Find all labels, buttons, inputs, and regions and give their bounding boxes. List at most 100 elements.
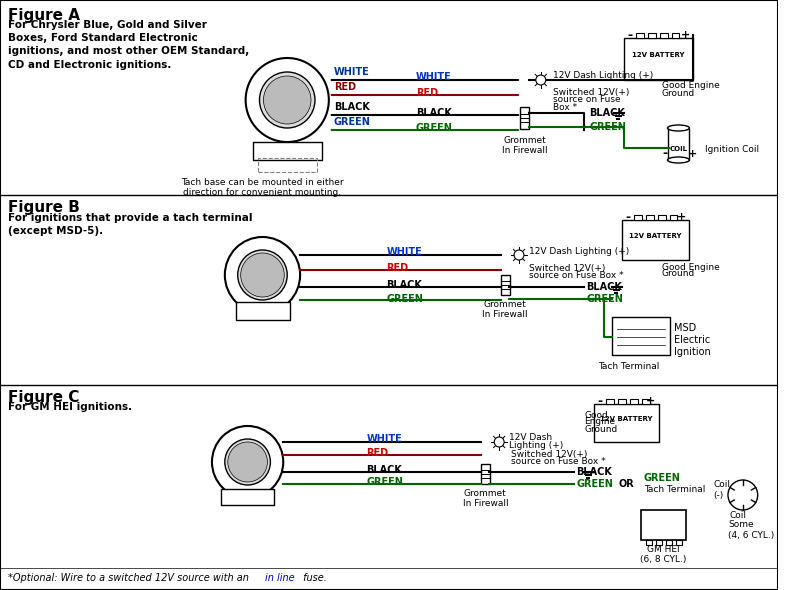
Text: GM HEI
(6, 8 CYL.): GM HEI (6, 8 CYL.) bbox=[641, 545, 687, 565]
Text: Grommet
In Firewall: Grommet In Firewall bbox=[482, 300, 528, 319]
Text: Ground: Ground bbox=[584, 424, 618, 434]
Text: +: + bbox=[688, 149, 697, 159]
Text: Good Engine: Good Engine bbox=[662, 81, 719, 90]
Bar bbox=[666, 540, 672, 545]
Text: 12V BATTERY: 12V BATTERY bbox=[630, 233, 682, 239]
Bar bbox=[676, 540, 682, 545]
Circle shape bbox=[225, 439, 270, 485]
Text: Coil
(-): Coil (-) bbox=[713, 480, 730, 500]
Bar bbox=[253, 142, 322, 160]
Text: GREEN: GREEN bbox=[334, 117, 371, 127]
Text: RED: RED bbox=[367, 448, 389, 458]
Text: -: - bbox=[626, 211, 630, 224]
Text: WHITE: WHITE bbox=[386, 247, 422, 257]
Circle shape bbox=[728, 480, 758, 510]
Circle shape bbox=[246, 58, 329, 142]
Text: -: - bbox=[627, 28, 633, 41]
Bar bbox=[481, 464, 490, 484]
Text: For GM HEI ignitions.: For GM HEI ignitions. bbox=[8, 402, 132, 412]
Text: GREEN: GREEN bbox=[586, 294, 623, 304]
Circle shape bbox=[495, 437, 504, 447]
Text: MSD
Electric
Ignition: MSD Electric Ignition bbox=[674, 323, 710, 356]
Bar bbox=[221, 489, 274, 505]
Text: -: - bbox=[597, 395, 603, 408]
Text: Good Engine: Good Engine bbox=[662, 263, 719, 271]
Text: *Optional: Wire to a switched 12V source with an: *Optional: Wire to a switched 12V source… bbox=[8, 573, 252, 583]
Text: RED: RED bbox=[386, 263, 408, 273]
Text: +: + bbox=[646, 396, 655, 406]
Text: Figure A: Figure A bbox=[8, 8, 80, 23]
Bar bbox=[257, 158, 317, 172]
Bar bbox=[624, 38, 693, 80]
Bar bbox=[648, 33, 655, 38]
Circle shape bbox=[238, 250, 287, 300]
Bar bbox=[606, 399, 614, 404]
Text: GREEN: GREEN bbox=[576, 479, 613, 489]
Bar bbox=[236, 302, 290, 320]
Bar bbox=[618, 399, 626, 404]
Text: source on Fuse: source on Fuse bbox=[553, 96, 620, 104]
Bar bbox=[670, 215, 677, 220]
Text: BLACK: BLACK bbox=[416, 108, 452, 118]
Bar bbox=[646, 540, 652, 545]
Text: WHITE: WHITE bbox=[334, 67, 370, 77]
Circle shape bbox=[536, 75, 546, 85]
Text: BLACK: BLACK bbox=[590, 108, 625, 118]
Bar bbox=[658, 215, 666, 220]
Text: Ignition Coil: Ignition Coil bbox=[705, 145, 759, 153]
Bar bbox=[656, 540, 662, 545]
Text: GREEN: GREEN bbox=[416, 123, 453, 133]
Bar bbox=[612, 317, 670, 355]
Circle shape bbox=[228, 442, 268, 482]
Bar bbox=[671, 33, 680, 38]
Bar bbox=[636, 33, 644, 38]
Circle shape bbox=[514, 250, 524, 260]
Text: +: + bbox=[681, 30, 690, 40]
Text: 12V Dash Lighting (+): 12V Dash Lighting (+) bbox=[553, 71, 653, 80]
Text: source on Fuse Box *: source on Fuse Box * bbox=[529, 270, 623, 280]
Bar bbox=[641, 510, 686, 540]
Text: BLACK: BLACK bbox=[367, 465, 403, 475]
Text: Engine: Engine bbox=[584, 418, 615, 427]
Text: Switched 12V(+): Switched 12V(+) bbox=[511, 451, 587, 460]
Text: Some
(4, 6 CYL.): Some (4, 6 CYL.) bbox=[728, 520, 774, 540]
Text: 12V Dash: 12V Dash bbox=[509, 434, 552, 442]
Text: Figure B: Figure B bbox=[8, 200, 80, 215]
Text: For ignitions that provide a tach terminal
(except MSD-5).: For ignitions that provide a tach termin… bbox=[8, 213, 253, 236]
Text: Coil: Coil bbox=[730, 510, 747, 520]
Text: BLACK: BLACK bbox=[334, 102, 370, 112]
Text: source on Fuse Box *: source on Fuse Box * bbox=[511, 457, 606, 467]
Bar bbox=[630, 399, 638, 404]
Text: Tach Terminal: Tach Terminal bbox=[644, 486, 705, 494]
Text: Tach Terminal: Tach Terminal bbox=[598, 362, 659, 371]
Text: fuse.: fuse. bbox=[300, 573, 327, 583]
Text: BLACK: BLACK bbox=[386, 280, 422, 290]
Text: Lighting (+): Lighting (+) bbox=[509, 441, 564, 450]
Text: Grommet
In Firewall: Grommet In Firewall bbox=[502, 136, 548, 155]
Text: WHITE: WHITE bbox=[416, 72, 451, 82]
Text: Switched 12V(+): Switched 12V(+) bbox=[529, 264, 605, 273]
Ellipse shape bbox=[667, 125, 689, 131]
Text: GREEN: GREEN bbox=[367, 477, 403, 487]
Circle shape bbox=[264, 76, 311, 124]
Ellipse shape bbox=[667, 157, 689, 163]
Circle shape bbox=[241, 253, 284, 297]
Bar bbox=[659, 33, 667, 38]
Bar bbox=[594, 404, 659, 442]
Circle shape bbox=[212, 426, 283, 498]
Text: Ground: Ground bbox=[662, 88, 695, 97]
Text: For Chrysler Blue, Gold and Silver
Boxes, Ford Standard Electronic
ignitions, an: For Chrysler Blue, Gold and Silver Boxes… bbox=[8, 20, 249, 70]
Text: Tach base can be mounted in either
direction for convenient mounting.: Tach base can be mounted in either direc… bbox=[181, 178, 344, 198]
Bar bbox=[633, 215, 642, 220]
Text: Figure C: Figure C bbox=[8, 390, 79, 405]
Text: Good: Good bbox=[584, 411, 608, 419]
Text: Ground: Ground bbox=[662, 270, 695, 278]
Circle shape bbox=[225, 237, 300, 313]
Text: in line: in line bbox=[265, 573, 295, 583]
Text: +: + bbox=[677, 212, 686, 222]
Text: 12V Dash Lighting (+): 12V Dash Lighting (+) bbox=[529, 247, 629, 255]
Text: -: - bbox=[662, 148, 667, 160]
Text: GREEN: GREEN bbox=[644, 473, 681, 483]
Text: OR: OR bbox=[618, 479, 633, 489]
Text: 12V BATTERY: 12V BATTERY bbox=[601, 416, 652, 422]
